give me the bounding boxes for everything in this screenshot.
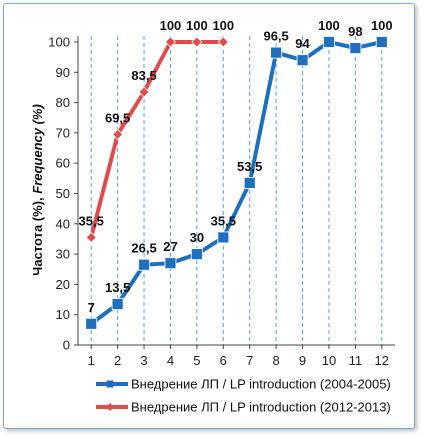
y-tick-label-80: 80 — [56, 95, 70, 110]
series-1-point-10 — [323, 36, 335, 48]
x-tick-label-2: 2 — [114, 353, 121, 368]
x-tick-label-6: 6 — [220, 353, 227, 368]
series-1-label-5: 30 — [190, 230, 204, 245]
chart-frame — [3, 3, 415, 429]
series-2-label-1: 35,5 — [79, 213, 104, 228]
x-tick-label-11: 11 — [349, 353, 363, 368]
legend-label-series-1: Внедрение ЛП / LP introduction (2004-200… — [131, 377, 391, 392]
legend-marker-series-1 — [106, 380, 114, 388]
y-axis-title-en: Frequency (%) — [30, 104, 45, 194]
legend-label-series-2: Внедрение ЛП / LP introduction (2012-201… — [131, 400, 391, 415]
series-1-label-11: 98 — [348, 24, 362, 39]
legend-item-series-2: Внедрение ЛП / LP introduction (2012-201… — [96, 400, 391, 415]
series-2-point-2 — [112, 128, 124, 140]
series-1-point-4 — [164, 257, 177, 270]
data-labels: 7 13,5 26,5 27 30 35,5 53,5 96,5 94 100 98 100 35,5 6… — [79, 18, 393, 315]
series-2-label-3: 83,5 — [131, 68, 156, 83]
y-tick-label-20: 20 — [56, 277, 70, 292]
series-1-point-1 — [85, 317, 98, 330]
series-2-label-5: 100 — [186, 18, 208, 33]
series-1-label-2: 13,5 — [105, 280, 130, 295]
series-2-point-3 — [138, 86, 150, 98]
series-2-label-6: 100 — [212, 18, 234, 33]
y-tick-label-60: 60 — [56, 156, 70, 171]
x-tick-label-8: 8 — [273, 353, 280, 368]
series-1-label-3: 26,5 — [131, 241, 156, 256]
x-tick-label-9: 9 — [299, 353, 306, 368]
series-2-point-6 — [217, 36, 229, 48]
series-2-point-1 — [85, 231, 97, 244]
y-tick-label-30: 30 — [56, 247, 70, 262]
y-tick-label-0: 0 — [63, 338, 70, 353]
series-1-point-6 — [217, 231, 230, 244]
y-tick-label-90: 90 — [56, 65, 70, 80]
grid-lines — [90, 36, 383, 345]
x-tick-label-1: 1 — [88, 353, 95, 368]
legend-item-series-1: Внедрение ЛП / LP introduction (2004-200… — [96, 377, 391, 392]
series-1-point-8 — [270, 46, 283, 59]
series-1-point-12 — [375, 36, 388, 48]
legend: Внедрение ЛП / LP introduction (2004-200… — [96, 377, 391, 415]
series-1-label-7: 53,5 — [237, 159, 262, 174]
series-2-label-2: 69,5 — [105, 110, 130, 125]
y-tick-label-70: 70 — [56, 125, 70, 140]
series-1-point-2 — [111, 298, 124, 310]
y-axis-title-ru: Частота (%), — [30, 194, 45, 276]
series-1-label-4: 27 — [163, 239, 177, 254]
series-2-label-4: 100 — [160, 18, 182, 33]
y-tick-label-100: 100 — [48, 35, 70, 50]
series-1-point-5 — [190, 248, 203, 261]
y-tick-label-50: 50 — [56, 186, 70, 201]
x-tick-label-12: 12 — [375, 353, 389, 368]
legend-marker-series-2 — [106, 403, 114, 411]
series-1-label-9: 94 — [295, 36, 310, 51]
series-1-label-12: 100 — [371, 18, 393, 33]
series-line-2 — [89, 40, 224, 238]
series-1-label-6: 35,5 — [211, 213, 236, 228]
series-layer — [85, 36, 388, 330]
series-1-label-10: 100 — [318, 18, 340, 33]
series-1-label-1: 7 — [88, 300, 95, 315]
series-line-1 — [90, 40, 383, 326]
series-1-point-11 — [349, 42, 362, 54]
series-2-point-5 — [191, 36, 203, 48]
x-tick-label-3: 3 — [140, 353, 147, 368]
y-axis-title: Частота (%), Frequency (%) — [30, 104, 45, 276]
series-1-label-8: 96,5 — [263, 29, 288, 44]
x-tick-label-4: 4 — [167, 353, 174, 368]
series-1-point-9 — [296, 54, 309, 67]
x-tick-label-7: 7 — [246, 353, 253, 368]
series-1-point-7 — [243, 176, 256, 189]
y-tick-label-10: 10 — [56, 307, 70, 322]
x-tick-label-5: 5 — [193, 353, 200, 368]
series-2-point-4 — [164, 36, 177, 48]
x-tick-label-10: 10 — [322, 353, 336, 368]
series-1-point-3 — [138, 258, 150, 271]
y-tick-label-40: 40 — [56, 216, 70, 231]
